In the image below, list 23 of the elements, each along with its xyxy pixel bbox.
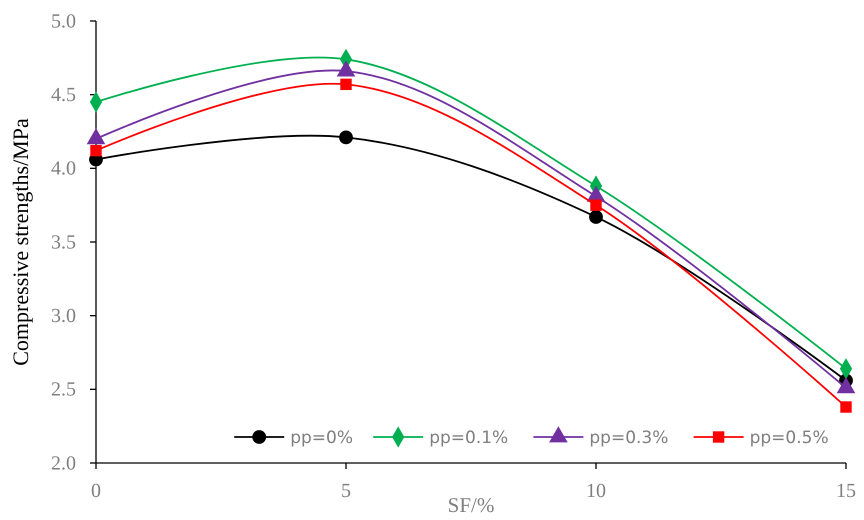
point <box>340 78 352 90</box>
legend-label: pp=0.1% <box>429 428 508 448</box>
point <box>589 210 603 224</box>
legend-label: pp=0.5% <box>750 428 829 448</box>
x-tick-label: 10 <box>586 480 606 502</box>
legend-label: pp=0% <box>290 428 353 448</box>
x-tick-label: 5 <box>341 480 351 502</box>
point <box>840 401 852 413</box>
y-tick-label: 3.0 <box>51 305 76 328</box>
y-axis-title: Compressive strengths/MPa <box>8 118 33 366</box>
y-tick-label: 3.5 <box>51 231 76 254</box>
x-tick-label: 0 <box>91 480 101 502</box>
y-tick-label: 2.0 <box>51 452 76 474</box>
y-tick-label: 5.0 <box>51 10 76 32</box>
x-axis-title: SF/% <box>448 493 494 517</box>
y-tick-label: 4.5 <box>51 84 76 106</box>
x-tick-label: 15 <box>836 480 856 502</box>
legend-label: pp=0.3% <box>589 428 668 448</box>
point <box>339 130 353 144</box>
point <box>590 199 602 211</box>
y-tick-label: 4.0 <box>51 158 76 180</box>
y-tick-label: 2.5 <box>51 378 76 401</box>
point <box>90 144 102 156</box>
